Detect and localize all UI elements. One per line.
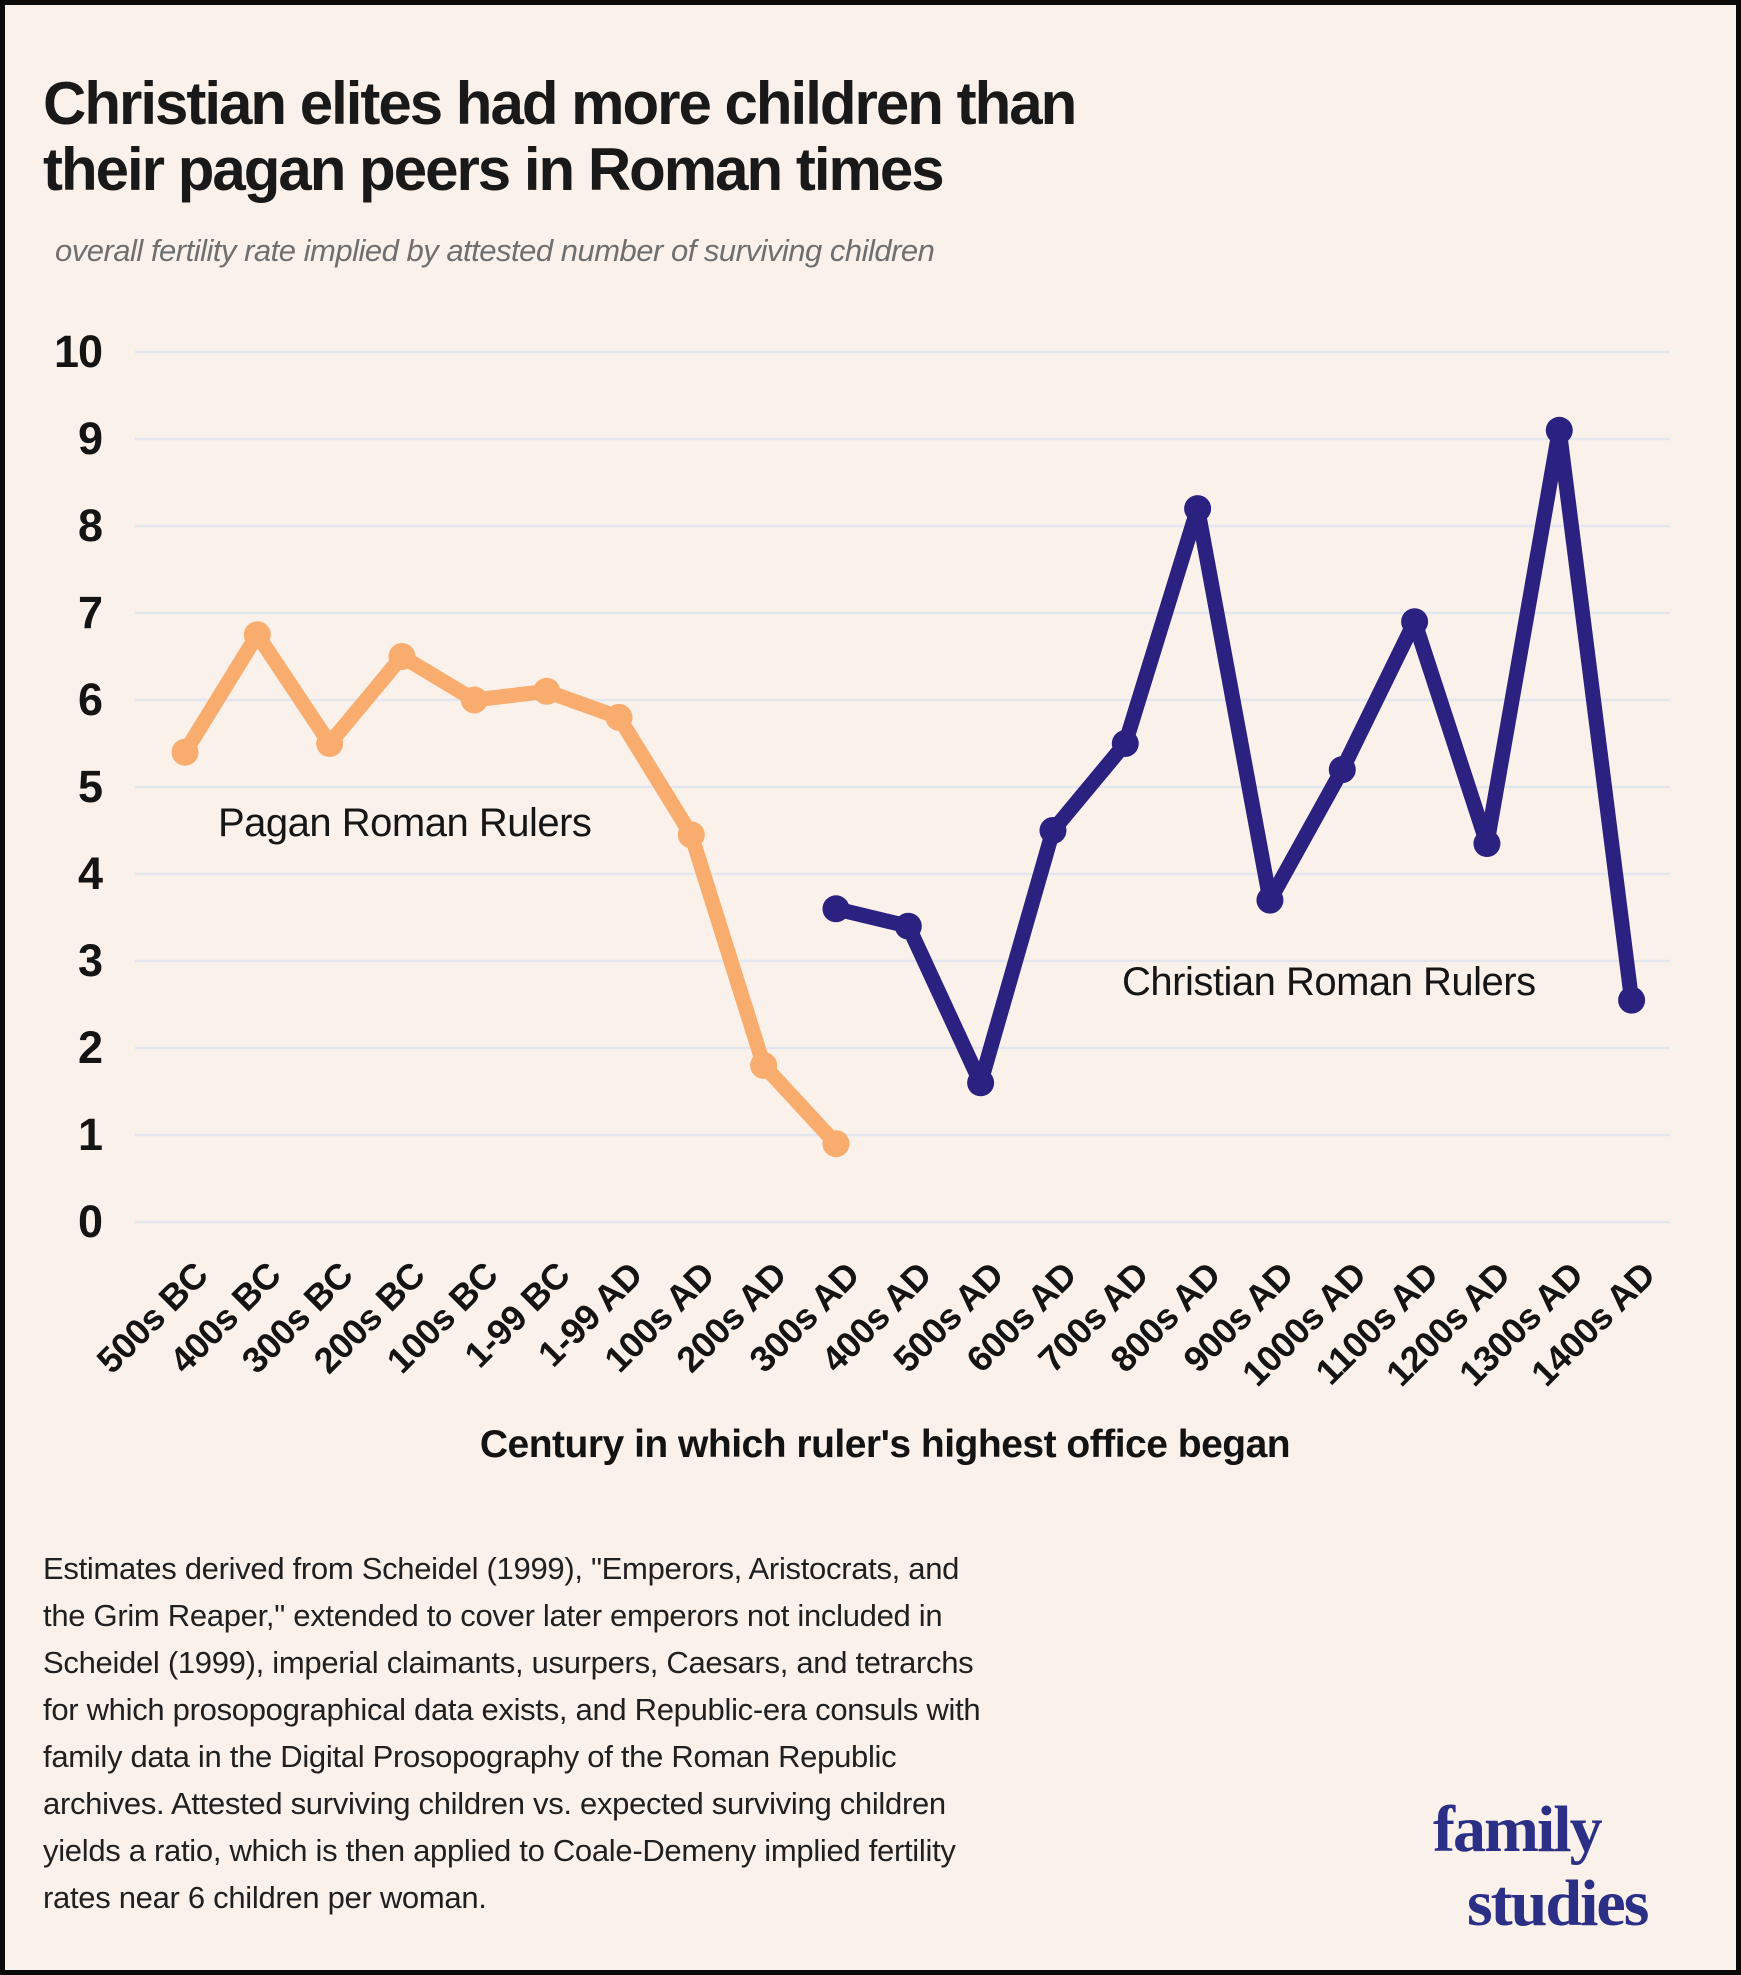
y-tick-8: 8 — [77, 500, 103, 551]
x-axis-title: Century in which ruler's highest office … — [479, 1423, 1291, 1466]
pagan-roman-rulers-series — [171, 621, 850, 1158]
pagan-roman-rulers-point-500s BC — [171, 738, 199, 766]
y-tick-1: 1 — [77, 1109, 103, 1160]
logo-word-family: family — [1433, 1793, 1603, 1866]
series-label-christian: Christian Roman Rulers — [1122, 960, 1536, 1004]
footnote-line-6: archives. Attested surviving children vs… — [43, 1786, 946, 1821]
christian-roman-rulers-point-400s AD — [894, 912, 922, 940]
series-label-pagan: Pagan Roman Rulers — [218, 801, 592, 845]
christian-roman-rulers-point-900s AD — [1256, 886, 1284, 914]
christian-roman-rulers-line — [828, 422, 1640, 1091]
christian-roman-rulers-point-1000s AD — [1328, 756, 1356, 784]
christian-roman-rulers-series — [822, 416, 1646, 1097]
footnote-line-2: the Grim Reaper," extended to cover late… — [43, 1598, 943, 1633]
page-title-line-1: Christian elites had more children than — [43, 70, 1077, 138]
y-tick-5: 5 — [77, 761, 103, 812]
pagan-roman-rulers-point-100s BC — [460, 686, 488, 714]
christian-roman-rulers-point-500s AD — [967, 1069, 995, 1097]
christian-roman-rulers-point-300s AD — [822, 895, 850, 923]
christian-roman-rulers-point-600s AD — [1039, 817, 1067, 844]
pagan-roman-rulers-point-300s BC — [316, 730, 344, 757]
pagan-roman-rulers-point-100s AD — [677, 821, 705, 849]
pagan-roman-rulers-point-300s AD — [822, 1130, 850, 1158]
y-tick-0: 0 — [77, 1196, 103, 1247]
christian-roman-rulers-point-800s AD — [1184, 495, 1212, 523]
gridlines — [135, 350, 1670, 1224]
chart-subtitle: overall fertility rate implied by attest… — [55, 233, 935, 268]
footnote-line-4: for which prosopographical data exists, … — [43, 1692, 981, 1727]
pagan-roman-rulers-point-200s BC — [388, 643, 416, 670]
y-tick-10: 10 — [53, 326, 103, 377]
footnote-line-1: Estimates derived from Scheidel (1999), … — [43, 1551, 960, 1586]
footnote-line-8: rates near 6 children per woman. — [43, 1880, 487, 1915]
pagan-roman-rulers-point-400s BC — [243, 621, 271, 649]
christian-roman-rulers-point-1200s AD — [1473, 830, 1501, 858]
y-tick-7: 7 — [77, 587, 103, 638]
y-tick-2: 2 — [77, 1022, 103, 1073]
fertility-line-chart — [135, 350, 1670, 1224]
pagan-roman-rulers-point-200s AD — [750, 1051, 778, 1079]
footnote-line-7: yields a ratio, which is then applied to… — [43, 1833, 956, 1868]
christian-roman-rulers-point-1400s AD — [1618, 986, 1646, 1014]
footnote-line-3: Scheidel (1999), imperial claimants, usu… — [43, 1645, 974, 1680]
page-title-line-2: their pagan peers in Roman times — [43, 136, 945, 204]
pagan-roman-rulers-point-1-99 BC — [533, 677, 561, 705]
family-studies-logo: family studies — [1433, 1793, 1649, 1941]
pagan-roman-rulers-line — [177, 627, 844, 1152]
pagan-roman-rulers-point-1-99 AD — [605, 703, 633, 731]
page-title: Christian elites had more children than … — [43, 71, 1293, 203]
footnote-line-5: family data in the Digital Prosopography… — [43, 1739, 897, 1774]
christian-roman-rulers-point-1300s AD — [1545, 416, 1573, 444]
logo-word-studies: studies — [1467, 1867, 1649, 1940]
y-tick-4: 4 — [77, 848, 103, 899]
y-tick-6: 6 — [77, 674, 103, 725]
y-tick-3: 3 — [77, 935, 103, 986]
christian-roman-rulers-point-700s AD — [1111, 730, 1139, 757]
y-tick-9: 9 — [77, 413, 103, 464]
christian-roman-rulers-point-1100s AD — [1401, 608, 1429, 636]
source-footnote: Estimates derived from Scheidel (1999), … — [43, 1545, 981, 1921]
